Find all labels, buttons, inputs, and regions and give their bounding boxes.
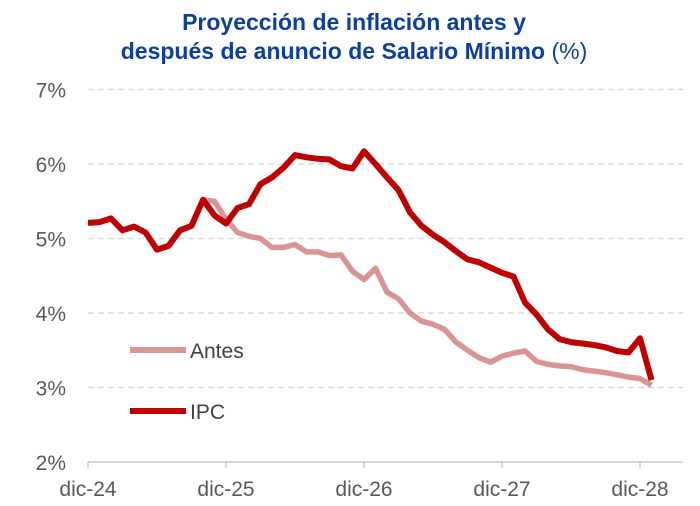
gridlines (88, 88, 683, 389)
x-tick-label: dic-27 (473, 478, 530, 501)
series-lines (87, 148, 655, 388)
y-tick-label: 2% (36, 452, 66, 475)
legend-label-antes: Antes (190, 340, 244, 363)
chart-title: Proyección de inflación antes y después … (40, 8, 668, 66)
title-unit: (%) (551, 38, 588, 64)
legend-label-ipc: IPC (190, 401, 225, 424)
x-axis: dic-24 dic-25 dic-26 dic-27 dic-28 (59, 461, 683, 501)
y-tick-label: 6% (36, 154, 66, 177)
x-tick-label: dic-24 (59, 478, 117, 501)
title-line-2: después de anuncio de Salario Mínimo (%) (40, 37, 668, 66)
x-tick-label: dic-25 (197, 478, 254, 501)
series-line-antes (202, 197, 653, 388)
title-line-1: Proyección de inflación antes y (182, 9, 526, 35)
series-line-ipc (87, 148, 655, 381)
x-tick-label: dic-26 (335, 478, 392, 501)
title-line-2-text: después de anuncio de Salario Mínimo (120, 38, 546, 64)
y-tick-label: 5% (36, 229, 66, 252)
y-tick-label: 4% (36, 303, 66, 326)
y-axis: 2% 3% 4% 5% 6% 7% (36, 80, 66, 476)
legend: Antes IPC (130, 340, 244, 424)
y-tick-label: 7% (36, 80, 66, 103)
y-tick-label: 3% (36, 378, 66, 401)
x-tick-label: dic-28 (611, 478, 668, 501)
